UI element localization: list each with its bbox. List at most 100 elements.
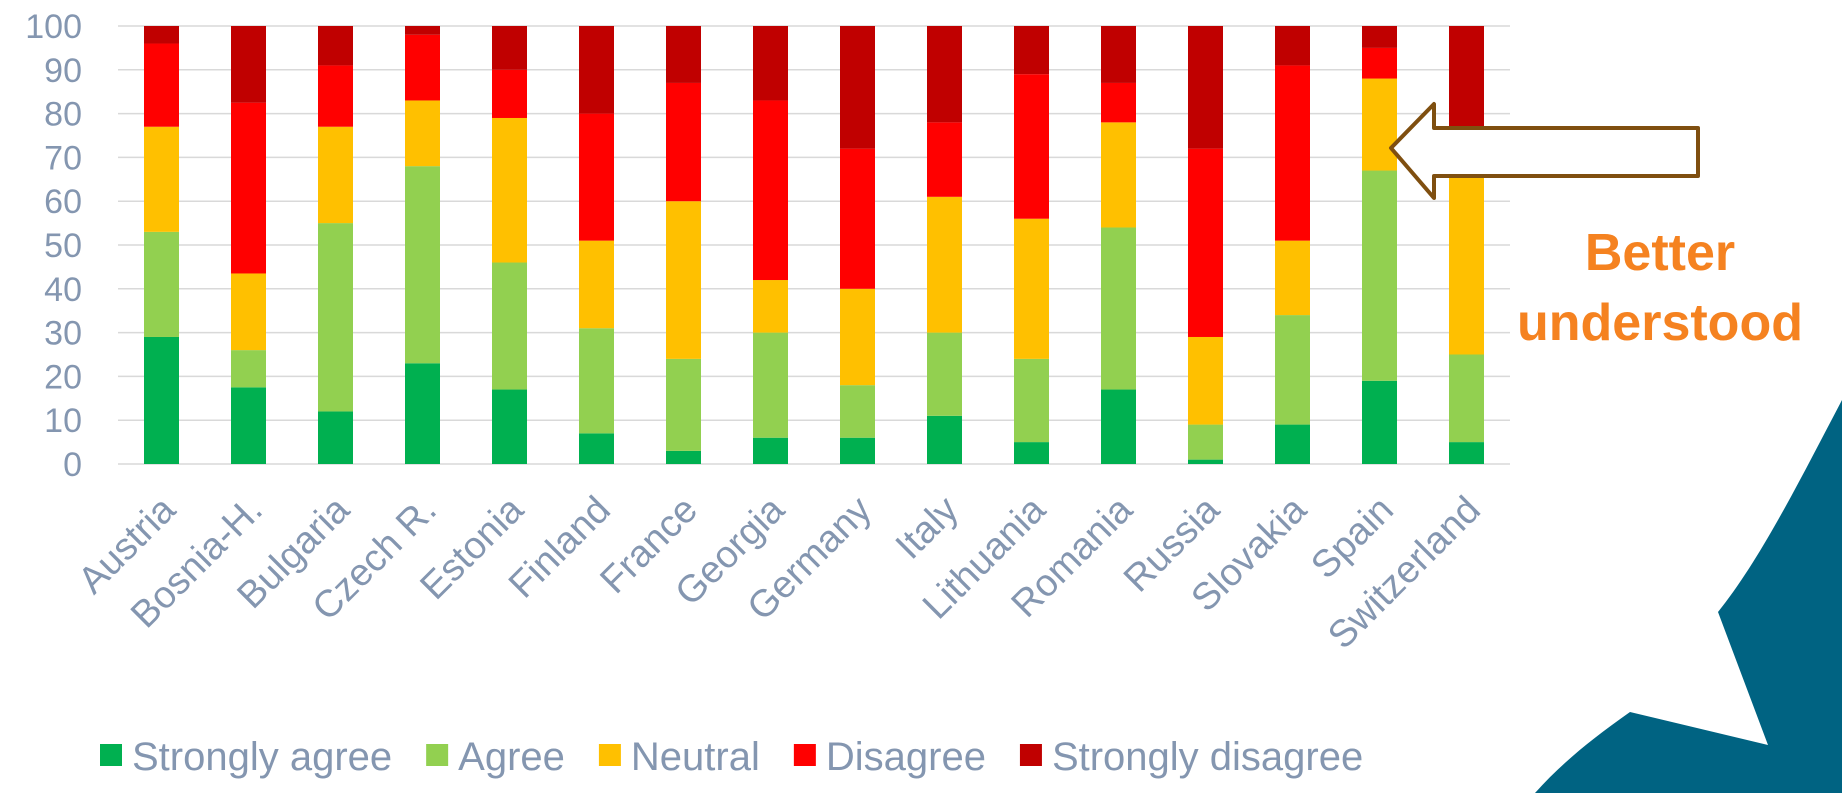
bar-segment — [1014, 442, 1049, 464]
bar-segment — [1188, 459, 1223, 464]
bar-segment — [840, 26, 875, 149]
y-tick-label: 100 — [25, 8, 82, 46]
bar-segment — [1275, 424, 1310, 464]
bar-segment — [1362, 26, 1397, 48]
y-tick-label: 70 — [44, 139, 82, 177]
bar-segment — [753, 100, 788, 281]
y-axis-ticks: 0 10 20 30 40 50 60 70 80 90 100 — [25, 8, 82, 484]
bar-segment — [579, 240, 614, 329]
bar-segment — [1014, 358, 1049, 443]
legend-swatch — [793, 744, 816, 766]
bar-segment — [927, 415, 962, 464]
bar-segment — [231, 350, 266, 388]
bar-segment — [840, 148, 875, 289]
bar-segment — [231, 102, 266, 274]
bar-segment — [1101, 227, 1136, 390]
bar-segment — [231, 26, 266, 103]
bar-segment — [1014, 218, 1049, 359]
bar-segment — [1014, 26, 1049, 75]
y-tick-label: 90 — [44, 52, 82, 90]
bar-segment — [1275, 26, 1310, 66]
legend-swatch — [1019, 744, 1042, 766]
y-tick-label: 0 — [63, 446, 82, 484]
bar-segment — [144, 336, 179, 464]
y-tick-label: 40 — [44, 271, 82, 309]
bar-segment — [318, 223, 353, 412]
bars — [144, 26, 1484, 464]
y-tick-label: 80 — [44, 96, 82, 134]
bar-segment — [1275, 65, 1310, 241]
y-tick-label: 30 — [44, 315, 82, 353]
bar-segment — [492, 389, 527, 464]
bar-segment — [405, 166, 440, 364]
bar-segment — [666, 201, 701, 359]
bar-segment — [579, 113, 614, 241]
bar-segment — [405, 363, 440, 464]
bar-segment — [840, 385, 875, 438]
bar-segment — [840, 288, 875, 386]
bar-segment — [144, 126, 179, 232]
bar-segment — [405, 26, 440, 35]
legend-swatch — [426, 744, 449, 766]
bar-segment — [927, 196, 962, 333]
bar-segment — [231, 387, 266, 464]
bar-segment — [1101, 389, 1136, 464]
x-tick-label: Italy — [888, 489, 967, 568]
bar-segment — [753, 332, 788, 438]
bar-segment — [1362, 78, 1397, 171]
legend-swatch — [598, 744, 621, 766]
bar-segment — [144, 43, 179, 127]
bar-segment — [492, 26, 527, 70]
y-tick-label: 50 — [44, 227, 82, 265]
legend-label: Agree — [458, 735, 565, 779]
annotation-line1: Better — [1585, 224, 1735, 282]
bar-segment — [579, 328, 614, 434]
bar-segment — [753, 26, 788, 101]
bar-segment — [666, 26, 701, 83]
bar-segment — [231, 273, 266, 351]
bar-segment — [927, 26, 962, 123]
bar-segment — [1362, 47, 1397, 79]
legend-label: Disagree — [826, 735, 986, 779]
bar-segment — [753, 280, 788, 333]
bar-segment — [492, 262, 527, 390]
bar-segment — [1014, 74, 1049, 219]
legend-swatch — [100, 744, 122, 766]
bar-segment — [840, 437, 875, 464]
bar-segment — [144, 231, 179, 337]
bar-segment — [1275, 240, 1310, 316]
bar-segment — [318, 26, 353, 66]
bar-segment — [1449, 442, 1484, 464]
bar-segment — [1362, 380, 1397, 464]
bar-segment — [579, 433, 614, 464]
annotation-line2: understood — [1517, 294, 1803, 352]
bar-segment — [405, 100, 440, 167]
bar-segment — [318, 411, 353, 464]
corner-decoration — [1535, 400, 1842, 793]
left-arrow-annotation — [1389, 102, 1700, 200]
bar-segment — [1188, 26, 1223, 149]
bar-segment — [579, 26, 614, 114]
bar-segment — [753, 437, 788, 464]
bar-segment — [1275, 315, 1310, 425]
bar-segment — [492, 117, 527, 263]
bar-segment — [1101, 122, 1136, 228]
bar-segment — [1188, 424, 1223, 460]
bar-segment — [1101, 26, 1136, 83]
bar-segment — [1188, 336, 1223, 425]
legend-label: Strongly disagree — [1052, 735, 1363, 779]
legend: Strongly agree Agree Neutral Disagree Strong… — [100, 735, 1363, 779]
bar-segment — [492, 69, 527, 118]
y-tick-label: 60 — [44, 183, 82, 221]
bar-segment — [1449, 170, 1484, 355]
legend-label: Strongly agree — [132, 735, 392, 779]
bar-segment — [666, 358, 701, 451]
bar-segment — [666, 82, 701, 202]
bar-segment — [144, 26, 179, 44]
y-tick-label: 10 — [44, 402, 82, 440]
bar-segment — [405, 34, 440, 101]
y-tick-label: 20 — [44, 358, 82, 396]
bar-segment — [927, 122, 962, 197]
